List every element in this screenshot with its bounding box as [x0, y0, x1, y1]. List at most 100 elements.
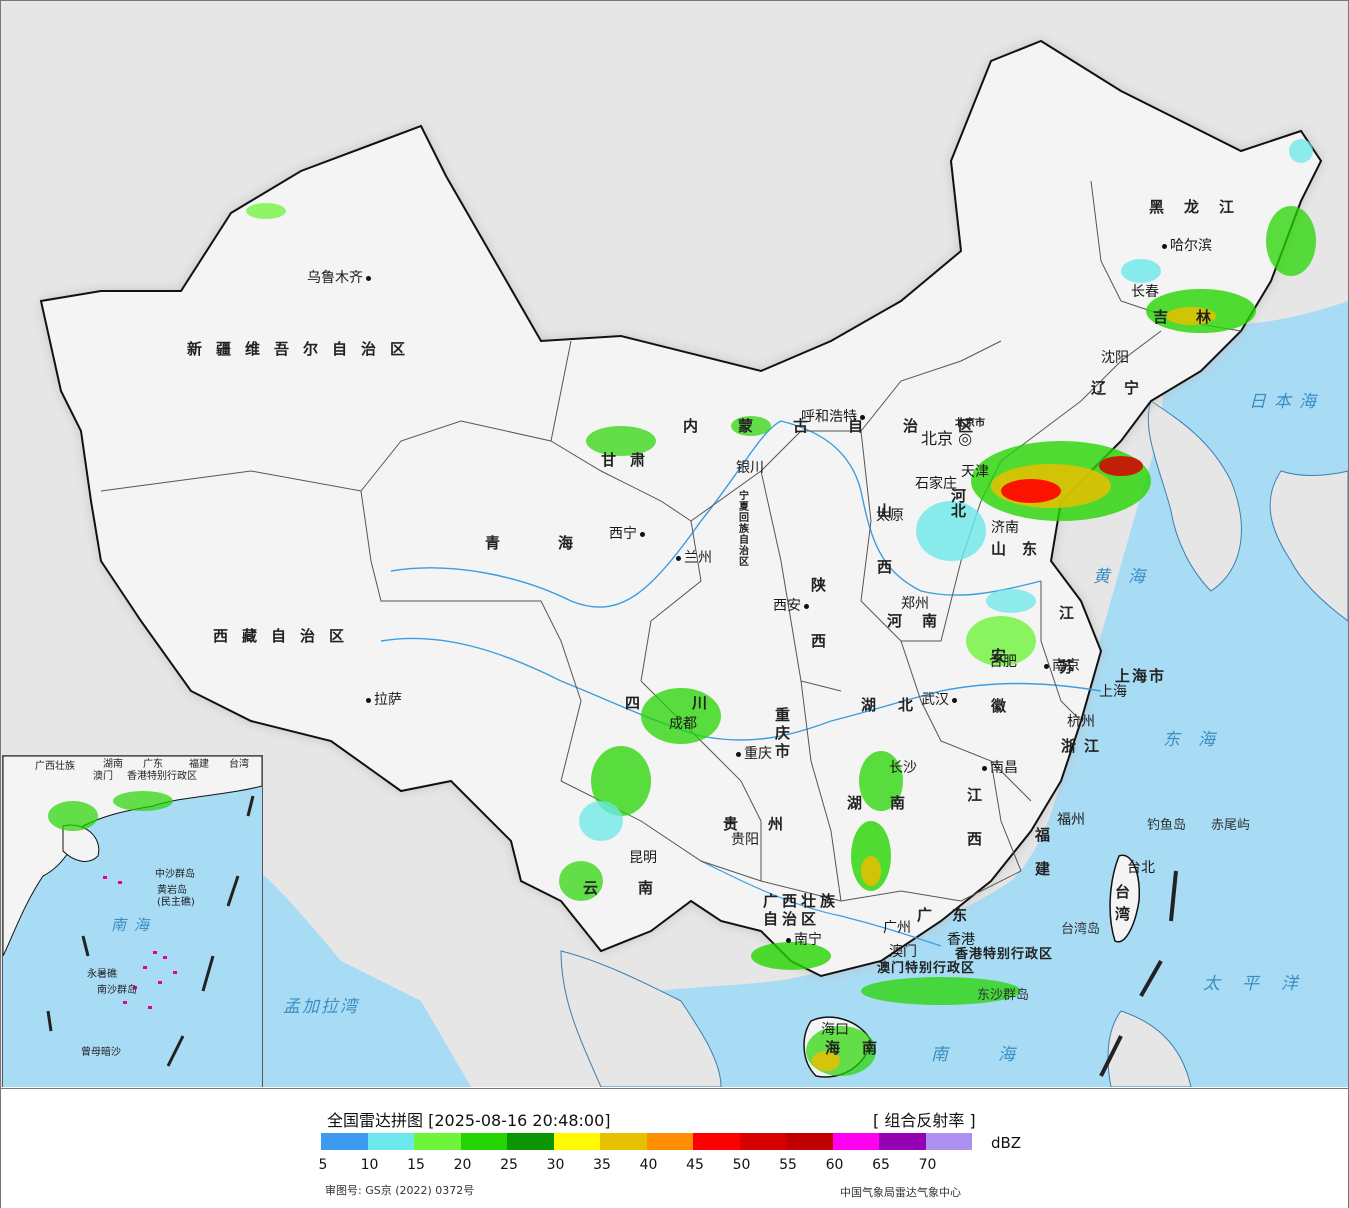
- legend-panel: 全国雷达拼图 [2025-08-16 20:48:00] [ 组合反射率 ] d…: [1, 1088, 1348, 1208]
- province-sichuan: 四川: [625, 694, 760, 712]
- legend-title: 全国雷达拼图 [2025-08-16 20:48:00]: [327, 1111, 611, 1130]
- river-yangtze: [380, 637, 1102, 741]
- sea-boundary-dashes: [1099, 870, 1178, 1077]
- province-tibet: 西藏自治区: [213, 627, 359, 645]
- province-yunnan: 云南: [583, 879, 694, 897]
- map-svg: [39, 39, 1348, 1087]
- city-urumqi: 乌鲁木齐: [307, 271, 374, 285]
- dbz-colorbar: [321, 1133, 972, 1150]
- island-dongsha: 东沙群岛: [977, 988, 1030, 1003]
- city-hohhot: 呼和浩特: [801, 410, 868, 424]
- sea-yellow: 黄海: [1093, 567, 1163, 587]
- city-fuzhou: 福州: [1057, 812, 1085, 828]
- sea-japan: 日本海: [1249, 392, 1324, 412]
- city-changsha: 长沙: [889, 760, 917, 776]
- china-outline: [39, 39, 1323, 978]
- inset-label-macao: 澳门: [93, 771, 113, 782]
- inset-svg: [3, 756, 262, 1067]
- colorbar-swatch: [739, 1133, 786, 1150]
- colorbar-tick-label: 15: [407, 1157, 425, 1173]
- sea-pacific: 太平洋: [1203, 974, 1320, 994]
- province-heilongjiang: 黑龙江: [1149, 198, 1255, 216]
- inset-label-minzhu: (民主礁): [157, 897, 195, 908]
- city-hangzhou: 杭州: [1067, 714, 1095, 730]
- province-macao-sar: 澳门特别行政区: [877, 961, 976, 976]
- province-ningxia: 宁夏回族自治区: [739, 491, 749, 568]
- province-fujian: 福建: [1035, 826, 1051, 878]
- city-hongkong: 香港: [947, 932, 975, 948]
- colorbar-swatch: [786, 1133, 833, 1150]
- city-beijing: 北京 ◎: [921, 429, 973, 448]
- colorbar-swatch: [646, 1133, 693, 1150]
- city-changchun: 长春: [1131, 284, 1159, 300]
- city-chongqing: 重庆: [733, 747, 772, 761]
- city-taiyuan: 太原: [876, 508, 904, 524]
- colorbar-swatch: [693, 1133, 740, 1150]
- japan-islands: [1269, 470, 1348, 622]
- colorbar-tick-label: 35: [593, 1157, 611, 1173]
- colorbar-tick-label: 5: [318, 1157, 328, 1173]
- publisher-org: 中国气象局雷达气象中心: [840, 1186, 961, 1199]
- colorbar-tick-label: 50: [732, 1157, 751, 1173]
- city-xian: 西安: [773, 599, 812, 613]
- city-shanghai: 上海: [1099, 684, 1127, 700]
- island-taiwan: 台湾岛: [1061, 922, 1101, 937]
- province-inner-mongolia: 内蒙古自治区: [683, 417, 1014, 435]
- province-shaanxi: 陕西: [811, 576, 827, 650]
- sea-bay-of-bengal: 孟加拉湾: [283, 997, 359, 1017]
- inset-label-guangdong: 广东: [143, 759, 163, 770]
- ocean-bay-bengal: [181, 821, 471, 1087]
- colorbar-swatch: [600, 1133, 647, 1150]
- colorbar-swatch: [367, 1133, 414, 1150]
- province-zhejiang: 浙江: [1061, 737, 1108, 755]
- inset-sea-label: 南海: [111, 916, 158, 934]
- radar-mosaic-map[interactable]: 乌鲁木齐 哈尔滨 长春 沈阳 呼和浩特 北京 ◎ 天津 石家庄 银川 太原 西宁…: [1, 1, 1348, 1087]
- south-china-sea-inset[interactable]: 南海 广西壮族 广东 湖南 福建 台湾 澳门 香港特别行政区 中沙群岛 黄岩岛 …: [2, 755, 263, 1087]
- colorbar-swatch: [832, 1133, 879, 1150]
- province-guangxi-b: 自治区: [763, 910, 821, 928]
- map-approval-number: 审图号: GS京 (2022) 0372号: [325, 1184, 475, 1197]
- colorbar-swatch: [925, 1133, 972, 1150]
- province-gansu: 甘肃: [601, 451, 660, 469]
- colorbar-swatch: [414, 1133, 461, 1150]
- colorbar-tick-label: 45: [686, 1157, 704, 1173]
- colorbar-tick-label: 25: [500, 1157, 518, 1173]
- city-zhengzhou: 郑州: [901, 596, 929, 612]
- province-hunan: 湖南: [847, 794, 934, 812]
- province-xinjiang: 新疆维吾尔自治区: [187, 340, 420, 358]
- city-nanjing: 南京: [1041, 659, 1080, 673]
- korean-peninsula: [1147, 400, 1242, 592]
- colorbar-tick-label: 30: [546, 1157, 565, 1173]
- province-beijing-city: 北京市: [955, 418, 985, 429]
- city-yinchuan: 银川: [736, 460, 764, 476]
- province-chongqing-city: 重庆市: [775, 706, 791, 760]
- city-jinan: 济南: [991, 520, 1019, 536]
- province-henan: 河南: [887, 612, 958, 630]
- sea-south-china: 南海: [931, 1045, 1065, 1065]
- taiwan-island: [1109, 854, 1140, 943]
- province-hainan: 海南: [825, 1039, 900, 1057]
- province-guizhou: 贵州: [723, 815, 814, 833]
- city-haikou: 海口: [821, 1022, 849, 1038]
- province-hongkong-sar: 香港特别行政区: [955, 947, 1054, 962]
- city-hefei: 合肥: [989, 654, 1017, 670]
- city-lanzhou: 兰州: [673, 551, 712, 565]
- city-guangzhou: 广州: [883, 920, 911, 936]
- ocean-area: [601, 321, 1348, 1087]
- province-shanxi: 山西: [877, 502, 893, 576]
- province-anhui: 安徽: [991, 647, 1007, 715]
- river-pearl: [700, 860, 942, 947]
- inset-label-guangxi: 广西壮族: [35, 761, 75, 772]
- province-liaoning: 辽宁: [1091, 379, 1158, 397]
- colorbar-tick-label: 20: [453, 1157, 472, 1173]
- river-yellow: [390, 420, 1042, 608]
- province-shanghai-city: 上海市: [1115, 667, 1167, 685]
- province-taiwan: 台湾: [1115, 883, 1131, 923]
- province-jilin: 吉林: [1153, 308, 1240, 326]
- province-jiangsu: 江苏: [1059, 604, 1075, 676]
- city-macao: 澳门: [889, 944, 917, 960]
- province-guangdong: 广东: [917, 906, 988, 924]
- city-shijiazhuang: 石家庄: [915, 476, 957, 492]
- city-chengdu: 成都: [669, 716, 697, 732]
